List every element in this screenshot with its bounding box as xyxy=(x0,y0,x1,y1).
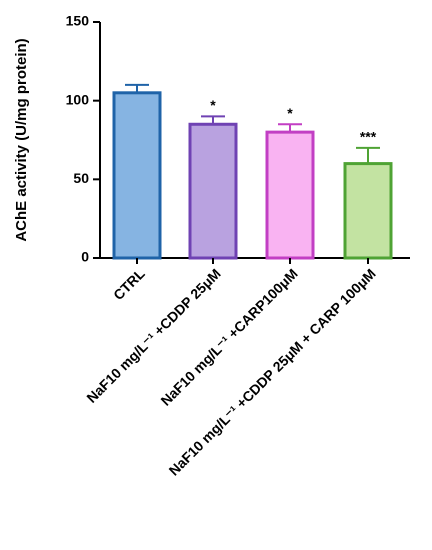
significance-label: * xyxy=(210,97,216,113)
significance-label: *** xyxy=(360,129,377,145)
bar xyxy=(112,91,162,260)
significance-label: * xyxy=(287,105,293,121)
y-tick-label: 0 xyxy=(81,249,89,265)
bar xyxy=(343,162,393,260)
y-tick-label: 50 xyxy=(73,170,89,186)
y-tick-label: 150 xyxy=(66,13,90,29)
bar xyxy=(188,122,238,260)
x-tick-label: NaF10 mg/L⁻¹ +CARP100μM xyxy=(157,265,300,408)
x-tick-label: CTRL xyxy=(110,265,148,303)
bar xyxy=(265,130,315,260)
y-tick-label: 100 xyxy=(66,91,90,107)
x-tick-label: NaF10 mg/L⁻¹ +CDDP 25μM xyxy=(83,265,223,405)
y-axis-label: AChE activity (U/mg protein) xyxy=(13,38,30,241)
